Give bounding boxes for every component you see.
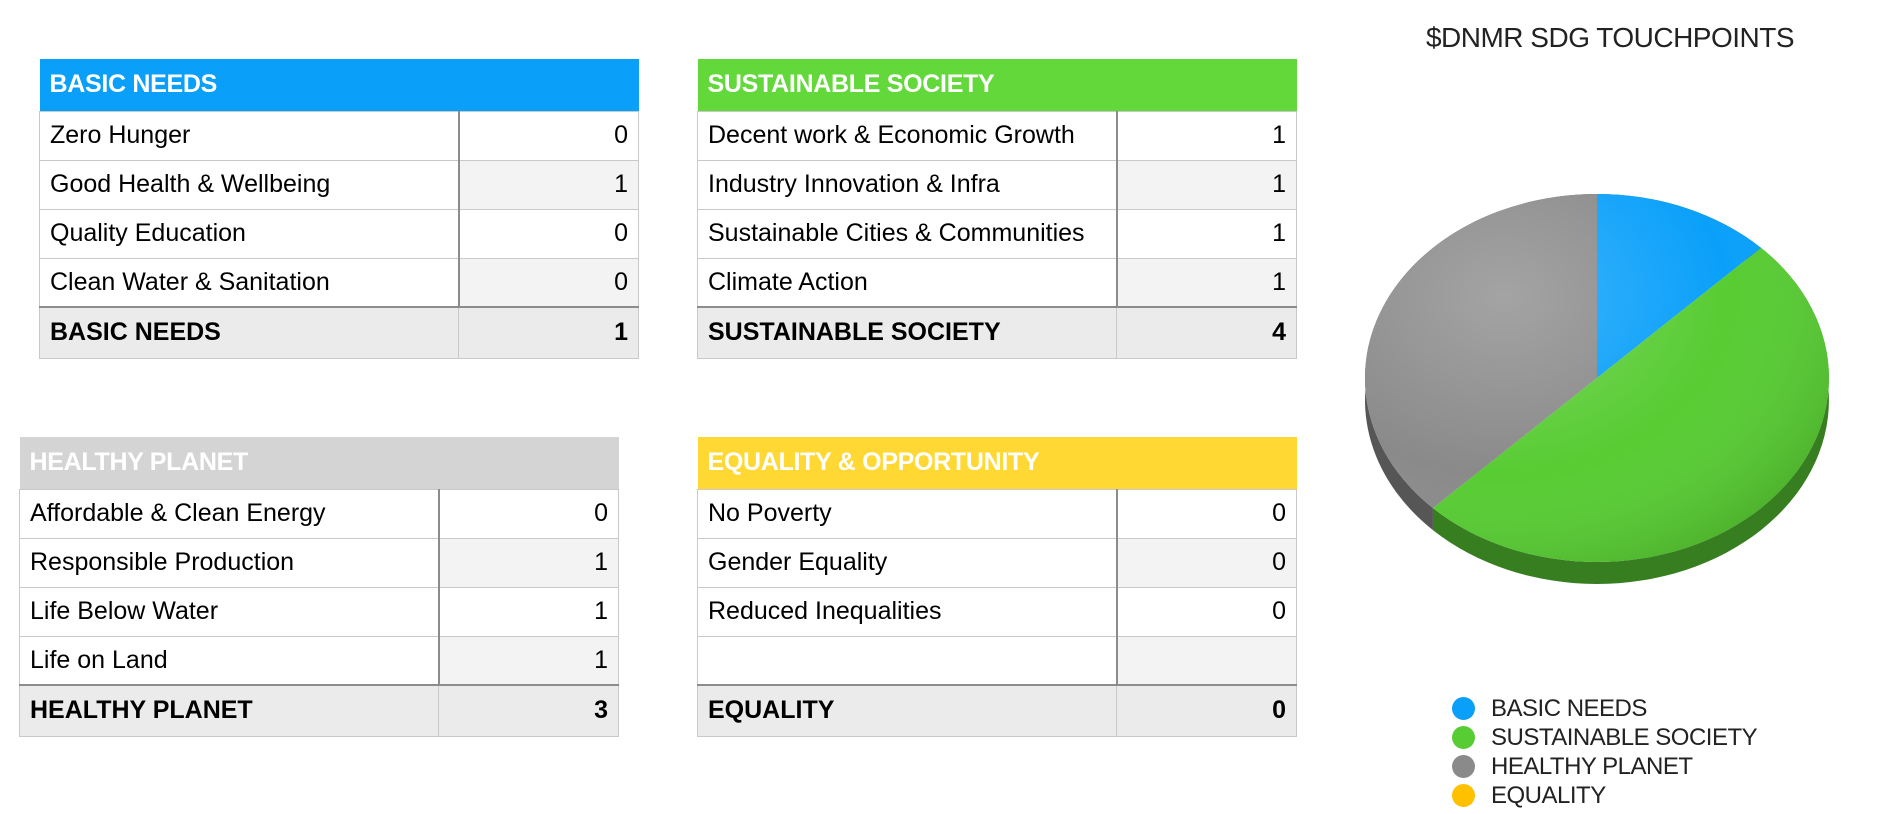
row-label: Zero Hunger: [39, 110, 459, 161]
total-value: 1: [458, 306, 639, 359]
row-label: Responsible Production: [19, 537, 439, 588]
row-value: 0: [437, 488, 619, 539]
healthy-planet-table: HEALTHY PLANET Affordable & Clean Energy…: [19, 437, 619, 737]
row-label: Quality Education: [39, 208, 459, 259]
legend-label: EQUALITY: [1491, 781, 1606, 809]
row-value: 1: [437, 537, 619, 588]
legend-item: BASIC NEEDS: [1452, 694, 1757, 723]
total-label: HEALTHY PLANET: [19, 684, 439, 737]
row-value: 1: [1115, 110, 1298, 161]
row-label: Sustainable Cities & Communities: [697, 208, 1117, 259]
row-label: Decent work & Economic Growth: [697, 110, 1117, 161]
total-label: SUSTAINABLE SOCIETY: [697, 306, 1117, 359]
legend-label: HEALTHY PLANET: [1491, 752, 1693, 780]
legend-item: HEALTHY PLANET: [1452, 752, 1757, 781]
basic-needs-table: BASIC NEEDS Zero Hunger 0 Good Health & W…: [39, 59, 639, 359]
chart-title: $DNMR SDG TOUCHPOINTS: [1425, 22, 1795, 53]
legend-swatch: [1452, 726, 1475, 749]
row-value: 1: [437, 586, 619, 637]
row-value: 0: [1115, 488, 1298, 539]
row-value: 1: [457, 159, 639, 210]
row-value: 0: [457, 110, 639, 161]
total-value: 0: [1115, 684, 1298, 737]
total-label: BASIC NEEDS: [39, 306, 459, 359]
total-label: EQUALITY: [697, 684, 1117, 737]
total-value: 3: [438, 684, 619, 737]
row-label: Industry Innovation & Infra: [697, 159, 1117, 210]
legend-label: BASIC NEEDS: [1491, 694, 1647, 722]
sustainable-society-table: SUSTAINABLE SOCIETY Decent work & Econom…: [697, 59, 1298, 359]
total-value: 4: [1115, 306, 1298, 359]
row-value: 0: [457, 208, 639, 259]
row-label: Clean Water & Sanitation: [39, 257, 459, 308]
row-value: 1: [1115, 159, 1298, 210]
row-label: [697, 635, 1117, 686]
row-value: 0: [1115, 537, 1298, 588]
row-label: Climate Action: [697, 257, 1117, 308]
row-value: 1: [437, 635, 619, 686]
row-value: [1115, 635, 1298, 686]
table-header: HEALTHY PLANET: [19, 437, 619, 489]
legend-swatch: [1452, 697, 1475, 720]
legend-item: SUSTAINABLE SOCIETY: [1452, 723, 1758, 752]
row-value: 1: [1115, 208, 1298, 259]
legend-swatch: [1452, 784, 1475, 807]
equality-opportunity-table: EQUALITY & OPPORTUNITY No Poverty 0 Gende…: [697, 437, 1298, 737]
pie-shine: [1365, 194, 1829, 562]
table-header: BASIC NEEDS: [39, 59, 639, 111]
row-label: Reduced Inequalities: [697, 586, 1117, 637]
row-label: Affordable & Clean Energy: [19, 488, 439, 539]
row-value: 0: [1115, 586, 1298, 637]
row-value: 1: [1115, 257, 1298, 308]
row-label: Gender Equality: [697, 537, 1117, 588]
row-label: Good Health & Wellbeing: [39, 159, 459, 210]
table-header: EQUALITY & OPPORTUNITY: [697, 437, 1297, 489]
row-label: No Poverty: [697, 488, 1117, 539]
chart-legend: BASIC NEEDS SUSTAINABLE SOCIETY HEALTHY …: [1452, 694, 1758, 810]
row-label: Life Below Water: [19, 586, 439, 637]
row-label: Life on Land: [19, 635, 439, 686]
row-value: 0: [457, 257, 639, 308]
table-header: SUSTAINABLE SOCIETY: [697, 59, 1297, 111]
pie-chart: [1365, 194, 1829, 584]
legend-label: SUSTAINABLE SOCIETY: [1491, 723, 1758, 751]
legend-item: EQUALITY: [1452, 781, 1757, 810]
legend-swatch: [1452, 755, 1475, 778]
